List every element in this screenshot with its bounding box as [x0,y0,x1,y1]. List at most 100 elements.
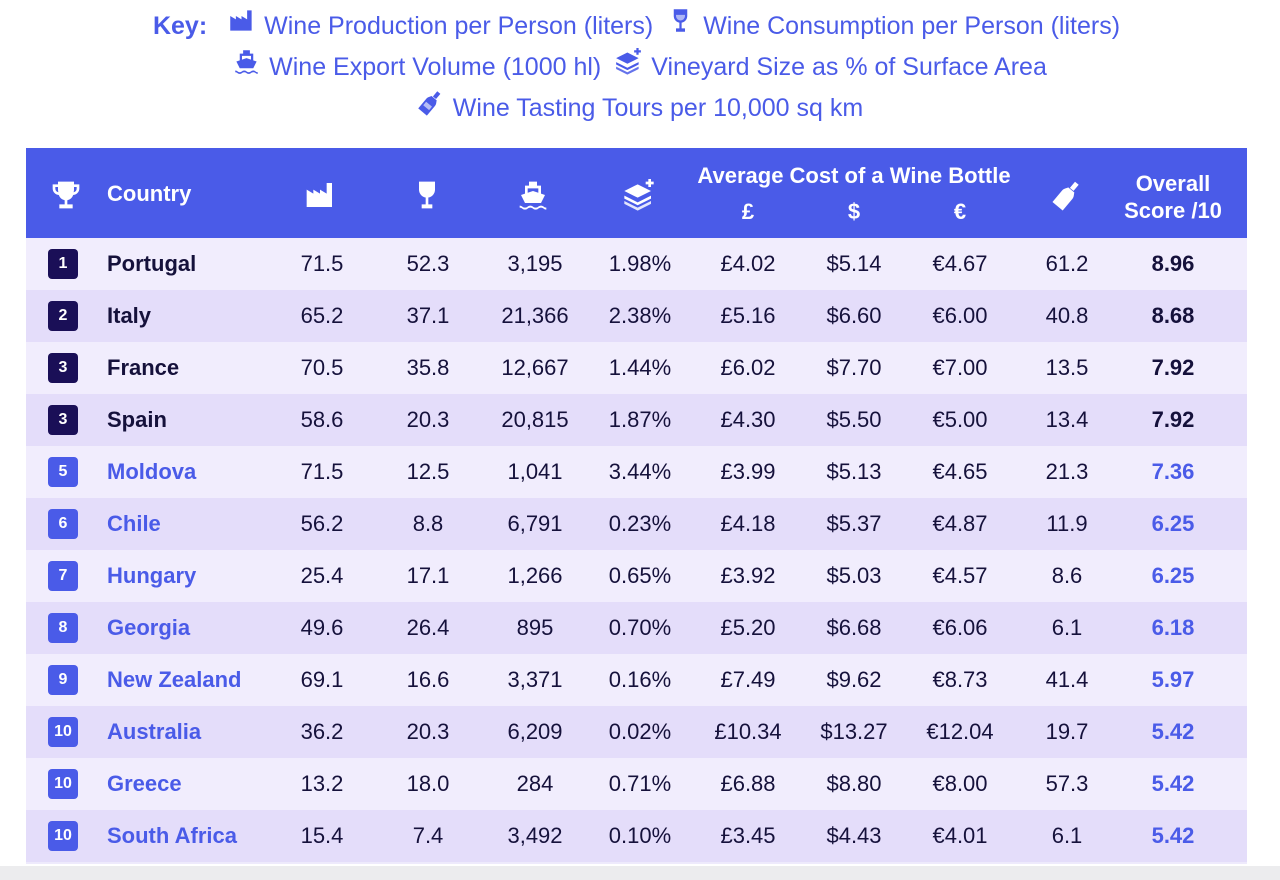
consumption-cell: 52.3 [406,251,450,276]
country-name: Moldova [107,459,197,484]
vineyard-cell: 0.02% [608,719,672,744]
export-cell: 895 [516,615,554,640]
gbp-cell: £6.02 [720,355,776,380]
production-cell: 58.6 [300,407,344,432]
export-cell: 6,209 [507,719,563,744]
gbp-cell: £3.92 [720,563,776,588]
country-name: Chile [107,511,161,536]
layers-icon [615,47,651,88]
key-legend: Key: Wine Production per Person (liters)… [0,6,1280,129]
vineyard-cell: 0.23% [608,511,672,536]
header-usd: $ [847,199,861,224]
export-cell: 20,815 [501,407,569,432]
tours-cell: 40.8 [1045,303,1089,328]
header-score-line1: Overall [1135,171,1211,196]
wine-bottle-icon [417,88,453,129]
vineyard-cell: 0.65% [608,563,672,588]
consumption-cell: 26.4 [406,615,450,640]
eur-cell: €8.00 [932,771,988,796]
tours-cell: 11.9 [1046,511,1088,536]
vineyard-cell: 1.44% [608,355,672,380]
vineyard-cell: 1.98% [608,251,672,276]
key-item-export: Wine Export Volume (1000 hl) [233,47,601,88]
table-row: 8 Georgia 49.6 26.4 895 0.70% £5.20 $6.68 €6.06 6… [26,602,1247,654]
eur-cell: €4.65 [932,459,988,484]
vineyard-cell: 0.71% [608,771,672,796]
gbp-cell: £5.20 [720,615,776,640]
country-name: New Zealand [107,667,242,692]
gbp-cell: £3.99 [720,459,776,484]
production-cell: 49.6 [300,615,344,640]
rank-badge: 3 [48,405,78,435]
rank-badge: 10 [48,769,78,799]
production-cell: 36.2 [300,719,344,744]
eur-cell: €8.73 [932,667,988,692]
consumption-cell: 20.3 [406,407,450,432]
usd-cell: $7.70 [826,355,882,380]
key-label-consumption: Wine Consumption per Person (liters) [703,12,1121,40]
vineyard-cell: 0.10% [608,823,672,848]
usd-cell: $8.80 [826,771,882,796]
consumption-header-icon [411,179,443,211]
usd-cell: $6.60 [826,303,882,328]
table-row: 9 New Zealand 69.1 16.6 3,371 0.16% £7.49 $9.62… [26,654,1247,706]
table-row: 2 Italy 65.2 37.1 21,366 2.38% £5.16 $6.60 €6.00… [26,290,1247,342]
tours-cell: 21.3 [1045,459,1089,484]
score-cell: 5.97 [1151,667,1195,692]
eur-cell: €12.04 [926,719,994,744]
production-cell: 71.5 [300,459,344,484]
score-cell: 7.36 [1151,459,1195,484]
eur-cell: €7.00 [932,355,988,380]
eur-cell: €6.00 [932,303,988,328]
score-cell: 5.42 [1151,719,1195,744]
export-cell: 3,371 [507,667,563,692]
usd-cell: $6.68 [826,615,882,640]
header-eur: € [953,199,967,224]
production-cell: 70.5 [300,355,344,380]
table-row: 10 Australia 36.2 20.3 6,209 0.02% £10.34 $13.2… [26,706,1247,758]
key-label-tours: Wine Tasting Tours per 10,000 sq km [452,94,864,122]
tours-cell: 61.2 [1045,251,1089,276]
trophy-icon [50,179,82,211]
factory-icon [228,6,264,47]
tours-cell: 57.3 [1045,771,1089,796]
export-cell: 284 [516,771,554,796]
key-line-1: Key: Wine Production per Person (liters)… [0,6,1280,47]
table-row: 10 South Africa 15.4 7.4 3,492 0.10% £3.45 $4.4… [26,810,1247,862]
table-body: 1 Portugal 71.5 52.3 3,195 1.98% £4.02 $5.14 €4.… [26,238,1247,862]
gbp-cell: £5.16 [720,303,776,328]
usd-cell: $9.62 [826,667,882,692]
gbp-cell: £4.30 [720,407,776,432]
eur-cell: €6.06 [932,615,988,640]
consumption-cell: 7.4 [412,823,444,848]
production-cell: 69.1 [300,667,344,692]
tours-cell: 41.4 [1045,667,1089,692]
usd-cell: $5.50 [826,407,882,432]
key-item-production: Wine Production per Person (liters) [228,6,653,47]
header-cost-group: Average Cost of a Wine Bottle [697,163,1011,188]
rank-badge: 8 [48,613,78,643]
score-cell: 5.42 [1151,771,1195,796]
country-name: Spain [107,407,167,432]
production-cell: 65.2 [300,303,344,328]
score-cell: 6.25 [1151,511,1195,536]
score-cell: 6.25 [1151,563,1195,588]
key-label-vineyard: Vineyard Size as % of Surface Area [651,53,1047,81]
score-cell: 7.92 [1151,355,1195,380]
vineyard-cell: 2.38% [608,303,672,328]
vineyard-cell: 3.44% [608,459,672,484]
gbp-cell: £7.49 [720,667,776,692]
consumption-cell: 17.1 [406,563,450,588]
production-cell: 25.4 [300,563,344,588]
consumption-cell: 18.0 [406,771,450,796]
gbp-cell: £4.18 [720,511,776,536]
export-cell: 6,791 [507,511,563,536]
table-row: 10 Greece 13.2 18.0 284 0.71% £6.88 $8.80 €8.00 5… [26,758,1247,810]
usd-cell: $5.37 [826,511,882,536]
table-row: 6 Chile 56.2 8.8 6,791 0.23% £4.18 $5.37 €4.87 11… [26,498,1247,550]
usd-cell: $5.14 [826,251,882,276]
key-item-consumption: Wine Consumption per Person (liters) [667,6,1120,47]
ranking-table: Country Average Cost of a Wine Bottle £ … [26,148,1247,864]
header-score-line2: Score /10 [1124,198,1222,223]
export-cell: 12,667 [501,355,569,380]
